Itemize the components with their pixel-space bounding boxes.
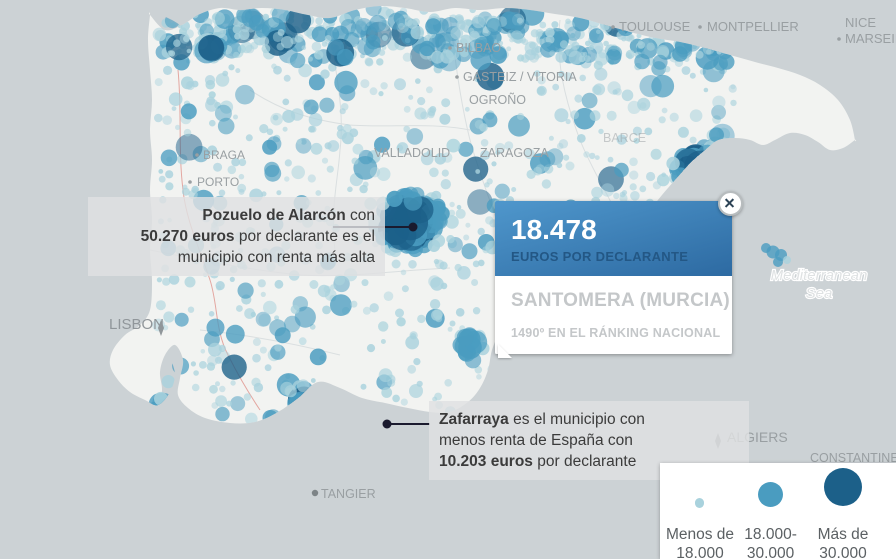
svg-text:OGROÑO: OGROÑO	[469, 93, 526, 107]
svg-text:GASTEIZ / VITORIA: GASTEIZ / VITORIA	[463, 70, 577, 84]
svg-text:TANGIER: TANGIER	[321, 487, 376, 501]
svg-text:VALLADOLID: VALLADOLID	[374, 146, 450, 160]
svg-text:PORTO: PORTO	[197, 175, 239, 189]
svg-text:MARSEILLE: MARSEILLE	[845, 31, 896, 46]
svg-text:ZARAGOZA: ZARAGOZA	[480, 146, 549, 160]
svg-text:MONTPELLIER: MONTPELLIER	[707, 19, 799, 34]
svg-text:Sea: Sea	[806, 285, 833, 302]
svg-text:Mediterranean: Mediterranean	[771, 267, 868, 284]
svg-text:BRAGA: BRAGA	[203, 148, 245, 162]
svg-text:NICE: NICE	[845, 15, 876, 30]
svg-text:BILBAO: BILBAO	[456, 41, 501, 55]
svg-text:LISBON: LISBON	[109, 316, 164, 333]
svg-text:BARCE: BARCE	[603, 131, 646, 145]
svg-text:TOULOUSE: TOULOUSE	[619, 19, 691, 34]
